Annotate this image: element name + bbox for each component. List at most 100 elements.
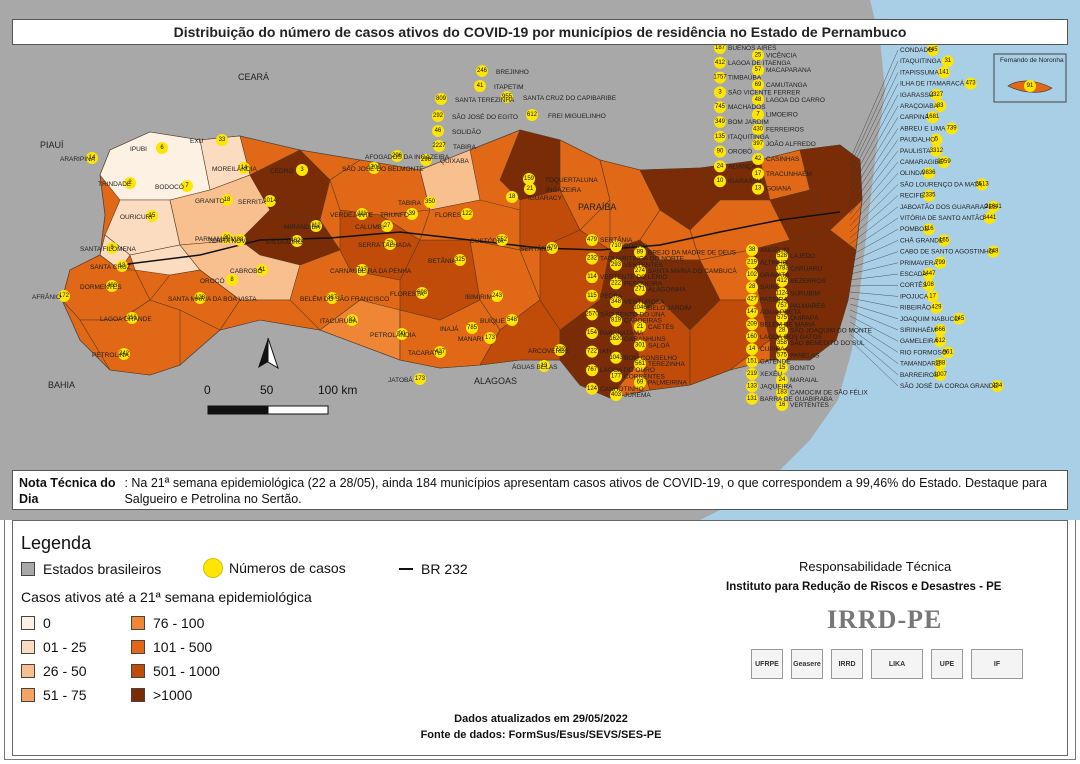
case-bubble-dot — [922, 268, 935, 280]
case-bubble-value: 349 — [715, 119, 726, 125]
case-bubble-dot — [714, 160, 726, 173]
case-bubble: 13 — [752, 182, 764, 195]
municipality-name: IPOJUCA — [900, 293, 929, 300]
leader-line — [849, 195, 899, 239]
case-bubble: 1124 — [776, 287, 789, 300]
case-bubble-dot — [414, 373, 426, 385]
case-bubble-value: 30 — [224, 235, 231, 241]
case-bubble-value: 552 — [497, 237, 508, 243]
municipality-name: MIRANDIBA — [284, 224, 321, 231]
case-bubble-dot — [454, 254, 466, 266]
case-bubble-dot — [554, 344, 566, 356]
case-bubble-value: 145 — [954, 316, 965, 322]
case-bubble-value: 427 — [435, 349, 446, 355]
case-bubble-value: 427 — [747, 297, 758, 303]
case-bubble-value: 292 — [433, 113, 444, 119]
municipality-cell — [799, 144, 863, 231]
municipality-name: MOREILÂNDIA — [212, 164, 257, 173]
municipality-name: PARNAMIRIM — [195, 236, 236, 243]
case-bubble: 41 — [474, 80, 486, 92]
case-bubble-dot — [976, 178, 988, 191]
case-bubble-dot — [714, 175, 726, 188]
responsibility-title: Responsabilidade Técnica — [799, 559, 952, 574]
case-bubble: 349 — [714, 116, 726, 128]
case-bubble: 2613 — [975, 178, 989, 191]
case-bubble: 219 — [746, 368, 758, 380]
case-bubble: 430 — [752, 123, 764, 136]
case-bubble: 757 — [776, 299, 788, 312]
case-bubble: 33 — [216, 134, 228, 146]
case-bubble-value: 296 — [421, 157, 432, 163]
case-bubble: 159 — [523, 173, 535, 185]
state-label-bahia: BAHIA — [48, 380, 75, 390]
case-bubble-value: 147 — [747, 309, 758, 315]
case-bubble-dot — [987, 200, 1000, 213]
case-bubble: 133 — [746, 380, 758, 393]
case-bubble-value: 141 — [939, 69, 950, 75]
case-bubble-value: 10 — [717, 178, 724, 184]
case-bubble: 739 — [945, 122, 958, 135]
municipality-name: GOIANA — [766, 186, 792, 193]
case-bubble-dot — [964, 77, 977, 90]
municipality-name: VERDEJANTE — [330, 212, 374, 219]
municipality-name: BUÍQUE — [480, 316, 506, 325]
case-bubble-value: 69 — [637, 380, 644, 386]
case-bubble: 13 — [116, 260, 128, 272]
case-bubble: 1620 — [609, 333, 623, 346]
case-bubble: 83 — [934, 100, 947, 112]
municipality-name: INGAZEIRA — [546, 187, 582, 194]
inset-value: 91 — [1027, 83, 1034, 89]
case-bubble-value: 27 — [384, 223, 391, 229]
case-bubble-dot — [930, 88, 943, 101]
municipality-name: SERRA TALHADA — [358, 242, 412, 249]
case-bubble-dot — [396, 328, 408, 340]
municipality-name: ÁGUAS BELAS — [512, 362, 558, 371]
case-bubble-dot — [226, 274, 238, 286]
municipality-name: ÁGUA PRETA — [760, 307, 802, 316]
case-bubble-dot — [930, 301, 943, 314]
case-bubble: 25 — [752, 49, 764, 62]
case-bubble-value: 2 — [128, 180, 132, 186]
municipality-name: SANTA CRUZ — [90, 264, 131, 271]
case-bubble-dot — [752, 167, 764, 180]
municipality-name: SÃO BENTO DO UNA — [600, 309, 666, 318]
municipality-name: ANGELIM — [760, 247, 789, 254]
case-bubble-dot — [466, 322, 478, 334]
case-bubble-dot — [746, 355, 758, 368]
case-bubble-dot — [610, 314, 622, 327]
case-bubble-value: 403 — [611, 392, 622, 398]
municipality-name: SAIRÉ — [760, 282, 780, 291]
case-bubble: 292 — [432, 110, 444, 122]
irrd-logo: IRRD-PE — [827, 605, 943, 634]
legend-class-label: 01 - 25 — [43, 639, 87, 655]
municipality-name: JABOATÃO DOS GUARARAPES — [900, 202, 998, 211]
case-bubble-value: 151 — [747, 359, 758, 365]
case-bubble: 412 — [714, 56, 726, 69]
case-bubble-value: 242 — [119, 351, 130, 357]
municipality-name: GRAVATÁ — [760, 270, 790, 279]
case-bubble-dot — [634, 339, 646, 352]
leader-line — [849, 161, 899, 221]
municipality-name: CABO DE SANTO AGOSTINHO — [900, 249, 994, 256]
case-bubble: 1046 — [633, 302, 647, 315]
case-bubble-value: 18 — [224, 197, 231, 203]
case-bubble-dot — [356, 208, 368, 220]
municipality-name: JATOBÁ — [388, 375, 413, 384]
case-bubble-value: 666 — [935, 327, 946, 333]
case-bubble-dot — [156, 142, 168, 154]
case-bubble: 8 — [106, 242, 118, 254]
case-bubble-value: 785 — [467, 325, 478, 331]
case-bubble: 2335 — [922, 189, 936, 202]
case-bubble: 172 — [58, 290, 70, 302]
case-bubble: 243 — [491, 290, 503, 302]
municipality-name: CARUARU — [790, 266, 822, 273]
case-bubble-value: 17 — [755, 171, 762, 177]
legend-class-7: >1000 — [131, 687, 192, 703]
municipality-name: BELO JARDIM — [648, 305, 691, 312]
municipality-name: TACARATU — [408, 350, 442, 357]
municipality-name: CANHOTINHO — [600, 386, 644, 393]
case-bubble-value: 809 — [436, 96, 447, 102]
leader-line — [849, 49, 899, 161]
case-bubble: 246 — [476, 65, 488, 77]
case-bubble: 552 — [496, 234, 508, 246]
